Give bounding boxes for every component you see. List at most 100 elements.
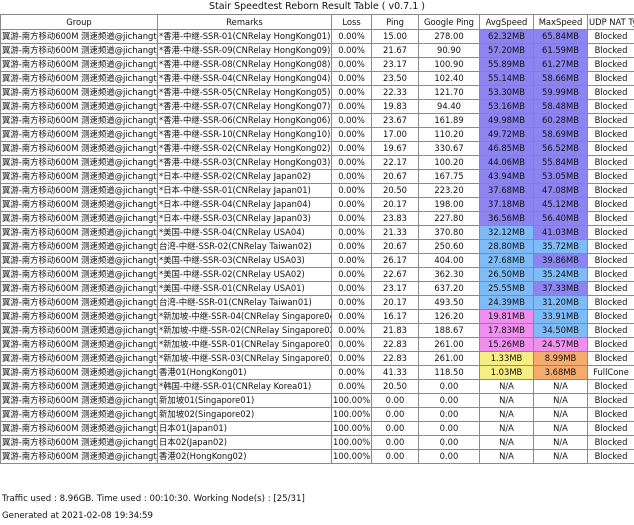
header-row: Group Remarks Loss Ping Google Ping AvgS… [0,14,634,30]
cell-max-speed: N/A [533,449,588,464]
cell-ping: 22.33 [371,85,419,100]
cell-ping: 0.00 [371,393,419,408]
cell-remarks: *香港-中继-SSR-04(CNRelay HongKong04) [157,71,332,86]
cell-google-ping: 637.20 [418,281,480,296]
cell-avg-speed: N/A [479,449,534,464]
cell-remarks: 台湾-中继-SSR-01(CNRelay Taiwan01) [157,295,332,310]
cell-loss: 0.00% [331,71,372,86]
cell-udp-nat: Blocked [587,141,634,156]
cell-avg-speed: 19.81MB [479,309,534,324]
cell-ping: 0.00 [371,449,419,464]
table-row: 翼游-南方移动600M 测速频道@jichangtj *新加坡-中继-SSR-01… [0,337,634,352]
cell-udp-nat: Blocked [587,127,634,142]
cell-google-ping: 188.67 [418,323,480,338]
cell-group: 翼游-南方移动600M 测速频道@jichangtj [0,99,158,114]
cell-avg-speed: N/A [479,435,534,450]
cell-group: 翼游-南方移动600M 测速频道@jichangtj [0,281,158,296]
cell-group: 翼游-南方移动600M 测速频道@jichangtj [0,113,158,128]
cell-google-ping: 198.00 [418,197,480,212]
cell-udp-nat: Blocked [587,183,634,198]
cell-group: 翼游-南方移动600M 测速频道@jichangtj [0,309,158,324]
cell-remarks: 香港01(HongKong01) [157,365,332,380]
cell-udp-nat: Blocked [587,309,634,324]
cell-loss: 100.00% [331,407,372,422]
cell-remarks: 新加坡01(Singapore01) [157,393,332,408]
cell-loss: 0.00% [331,365,372,380]
cell-avg-speed: 37.18MB [479,197,534,212]
col-header-google-ping: Google Ping [418,14,480,30]
cell-max-speed: 35.72MB [533,239,588,254]
table-row: 翼游-南方移动600M 测速频道@jichangtj *香港-中继-SSR-10(… [0,127,634,142]
cell-max-speed: 39.86MB [533,253,588,268]
cell-avg-speed: 53.16MB [479,99,534,114]
traffic-summary: Traffic used : 8.96GB. Time used : 00:10… [2,494,305,504]
table-row: 翼游-南方移动600M 测速频道@jichangtj *香港-中继-SSR-06(… [0,113,634,128]
cell-udp-nat: Blocked [587,379,634,394]
cell-loss: 0.00% [331,141,372,156]
cell-group: 翼游-南方移动600M 测速频道@jichangtj [0,57,158,72]
cell-google-ping: 0.00 [418,407,480,422]
cell-avg-speed: N/A [479,379,534,394]
cell-avg-speed: 36.56MB [479,211,534,226]
cell-max-speed: 24.57MB [533,337,588,352]
cell-remarks: 香港02(HongKong02) [157,449,332,464]
cell-max-speed: N/A [533,379,588,394]
cell-avg-speed: 57.20MB [479,43,534,58]
cell-avg-speed: 25.55MB [479,281,534,296]
table-row: 翼游-南方移动600M 测速频道@jichangtj *香港-中继-SSR-05(… [0,85,634,100]
cell-remarks: *日本-中继-SSR-01(CNRelay Japan01) [157,183,332,198]
cell-loss: 0.00% [331,113,372,128]
cell-udp-nat: Blocked [587,71,634,86]
cell-udp-nat: Blocked [587,407,634,422]
cell-ping: 19.83 [371,99,419,114]
cell-udp-nat: Blocked [587,421,634,436]
cell-max-speed: 45.12MB [533,197,588,212]
cell-loss: 0.00% [331,211,372,226]
cell-udp-nat: Blocked [587,435,634,450]
cell-avg-speed: N/A [479,407,534,422]
col-header-avg-speed: AvgSpeed [479,14,534,30]
cell-max-speed: 56.52MB [533,141,588,156]
cell-max-speed: 58.48MB [533,99,588,114]
cell-ping: 21.67 [371,43,419,58]
table-row: 翼游-南方移动600M 测速频道@jichangtj *香港-中继-SSR-02(… [0,141,634,156]
cell-loss: 0.00% [331,169,372,184]
cell-google-ping: 227.80 [418,211,480,226]
cell-loss: 0.00% [331,253,372,268]
cell-max-speed: 61.27MB [533,57,588,72]
cell-max-speed: N/A [533,393,588,408]
cell-google-ping: 493.50 [418,295,480,310]
cell-ping: 15.00 [371,29,419,44]
cell-group: 翼游-南方移动600M 测速频道@jichangtj [0,141,158,156]
cell-loss: 0.00% [331,267,372,282]
cell-loss: 0.00% [331,99,372,114]
table-row: 翼游-南方移动600M 测速频道@jichangtj *美国-中继-SSR-04(… [0,225,634,240]
cell-avg-speed: 24.39MB [479,295,534,310]
cell-ping: 26.17 [371,253,419,268]
cell-group: 翼游-南方移动600M 测速频道@jichangtj [0,43,158,58]
cell-udp-nat: Blocked [587,281,634,296]
cell-google-ping: 261.00 [418,351,480,366]
cell-google-ping: 404.00 [418,253,480,268]
cell-avg-speed: 1.33MB [479,351,534,366]
cell-group: 翼游-南方移动600M 测速频道@jichangtj [0,169,158,184]
table-row: 翼游-南方移动600M 测速频道@jichangtj *香港-中继-SSR-04(… [0,71,634,86]
cell-max-speed: N/A [533,421,588,436]
cell-udp-nat: Blocked [587,155,634,170]
cell-loss: 0.00% [331,57,372,72]
col-header-loss: Loss [331,14,372,30]
cell-udp-nat: Blocked [587,393,634,408]
cell-ping: 0.00 [371,421,419,436]
cell-group: 翼游-南方移动600M 测速频道@jichangtj [0,393,158,408]
table-row: 翼游-南方移动600M 测速频道@jichangtj *新加坡-中继-SSR-04… [0,309,634,324]
cell-max-speed: 37.33MB [533,281,588,296]
table-row: 翼游-南方移动600M 测速频道@jichangtj *新加坡-中继-SSR-03… [0,351,634,366]
cell-remarks: *新加坡-中继-SSR-04(CNRelay Singapore04) [157,309,332,324]
cell-udp-nat: Blocked [587,99,634,114]
table-row: 翼游-南方移动600M 测速频道@jichangtj *日本-中继-SSR-04(… [0,197,634,212]
cell-remarks: *日本-中继-SSR-03(CNRelay Japan03) [157,211,332,226]
cell-avg-speed: 43.94MB [479,169,534,184]
cell-udp-nat: Blocked [587,113,634,128]
cell-loss: 0.00% [331,337,372,352]
